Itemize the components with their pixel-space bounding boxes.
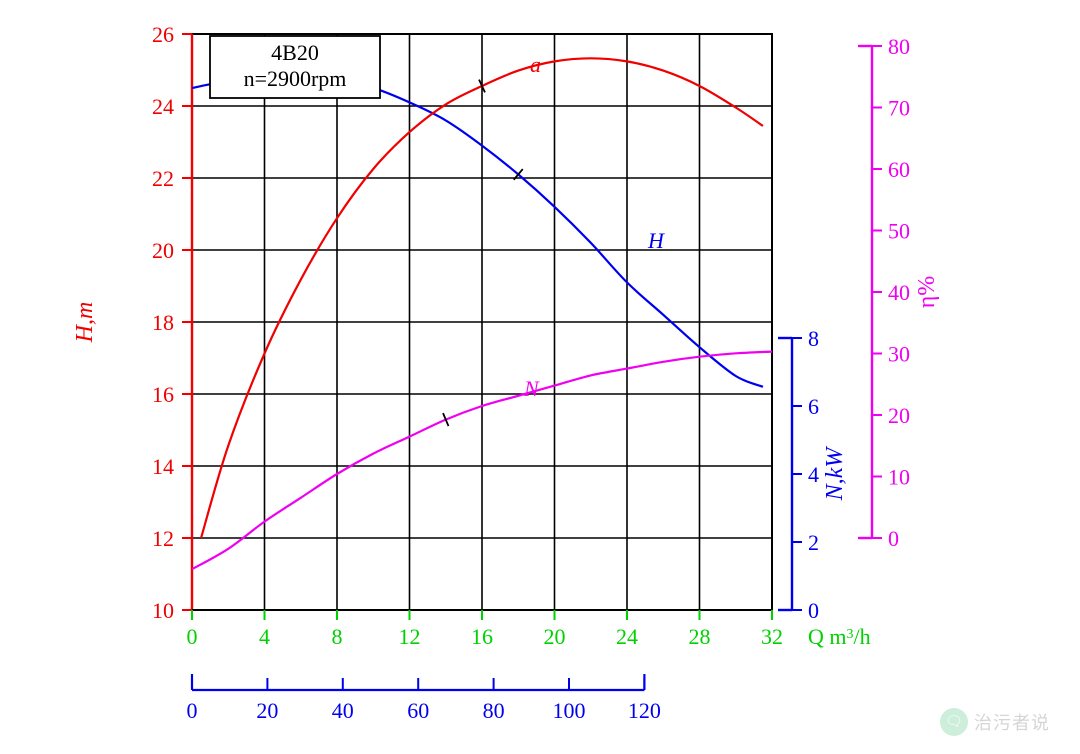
svg-text:12: 12 bbox=[399, 624, 421, 649]
curve-label: H bbox=[647, 228, 665, 253]
svg-text:80: 80 bbox=[483, 698, 505, 723]
svg-text:20: 20 bbox=[888, 403, 910, 428]
svg-text:32: 32 bbox=[761, 624, 783, 649]
curve-label: N bbox=[523, 376, 540, 401]
svg-text:4: 4 bbox=[259, 624, 270, 649]
svg-text:20: 20 bbox=[544, 624, 566, 649]
svg-text:80: 80 bbox=[888, 34, 910, 59]
svg-text:120: 120 bbox=[628, 698, 661, 723]
svg-text:24: 24 bbox=[152, 94, 174, 119]
svg-text:14: 14 bbox=[152, 454, 174, 479]
svg-text:H,m: H,m bbox=[72, 302, 98, 344]
svg-text:16: 16 bbox=[471, 624, 493, 649]
svg-text:N,kW: N,kW bbox=[822, 446, 848, 502]
svg-text:60: 60 bbox=[888, 157, 910, 182]
svg-text:Q m3/h: Q m3/h bbox=[808, 624, 871, 649]
svg-text:50: 50 bbox=[888, 219, 910, 244]
svg-text:12: 12 bbox=[152, 526, 174, 551]
pump-curve-chart: 101214161820222426H,m048121620242832Q m3… bbox=[0, 0, 1080, 754]
svg-text:100: 100 bbox=[553, 698, 586, 723]
series-H bbox=[192, 77, 763, 387]
svg-text:70: 70 bbox=[888, 96, 910, 121]
svg-text:60: 60 bbox=[407, 698, 429, 723]
svg-text:30: 30 bbox=[888, 342, 910, 367]
svg-text:0: 0 bbox=[888, 526, 899, 551]
svg-text:22: 22 bbox=[152, 166, 174, 191]
svg-text:40: 40 bbox=[332, 698, 354, 723]
watermark: 🗨 治污者说 bbox=[940, 708, 1050, 736]
svg-text:40: 40 bbox=[888, 280, 910, 305]
svg-text:18: 18 bbox=[152, 310, 174, 335]
svg-text:10: 10 bbox=[888, 465, 910, 490]
svg-text:0: 0 bbox=[187, 624, 198, 649]
watermark-text: 治污者说 bbox=[974, 709, 1050, 735]
svg-text:8: 8 bbox=[332, 624, 343, 649]
svg-text:0: 0 bbox=[808, 598, 819, 623]
curve-label: a bbox=[530, 52, 541, 77]
svg-text:28: 28 bbox=[689, 624, 711, 649]
svg-text:8: 8 bbox=[808, 326, 819, 351]
svg-text:24: 24 bbox=[616, 624, 638, 649]
svg-text:6: 6 bbox=[808, 394, 819, 419]
svg-text:10: 10 bbox=[152, 598, 174, 623]
svg-text:20: 20 bbox=[256, 698, 278, 723]
svg-text:16: 16 bbox=[152, 382, 174, 407]
svg-text:20: 20 bbox=[152, 238, 174, 263]
svg-text:0: 0 bbox=[187, 698, 198, 723]
info-line2: n=2900rpm bbox=[244, 66, 347, 91]
svg-text:η%: η% bbox=[914, 276, 940, 309]
svg-text:2: 2 bbox=[808, 530, 819, 555]
info-line1: 4B20 bbox=[271, 40, 319, 65]
svg-text:26: 26 bbox=[152, 22, 174, 47]
svg-text:4: 4 bbox=[808, 462, 819, 487]
chat-icon: 🗨 bbox=[940, 708, 968, 736]
